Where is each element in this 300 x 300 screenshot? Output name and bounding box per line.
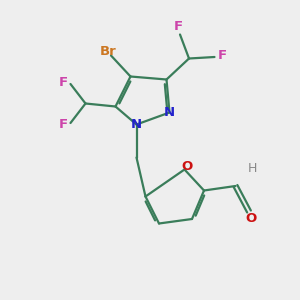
Text: O: O — [182, 160, 193, 173]
Text: H: H — [247, 161, 257, 175]
Text: F: F — [174, 20, 183, 34]
Text: F: F — [218, 49, 226, 62]
Text: N: N — [131, 118, 142, 131]
Text: N: N — [164, 106, 175, 119]
Text: O: O — [245, 212, 256, 226]
Text: Br: Br — [100, 45, 116, 58]
Text: F: F — [58, 76, 68, 89]
Text: F: F — [58, 118, 68, 131]
